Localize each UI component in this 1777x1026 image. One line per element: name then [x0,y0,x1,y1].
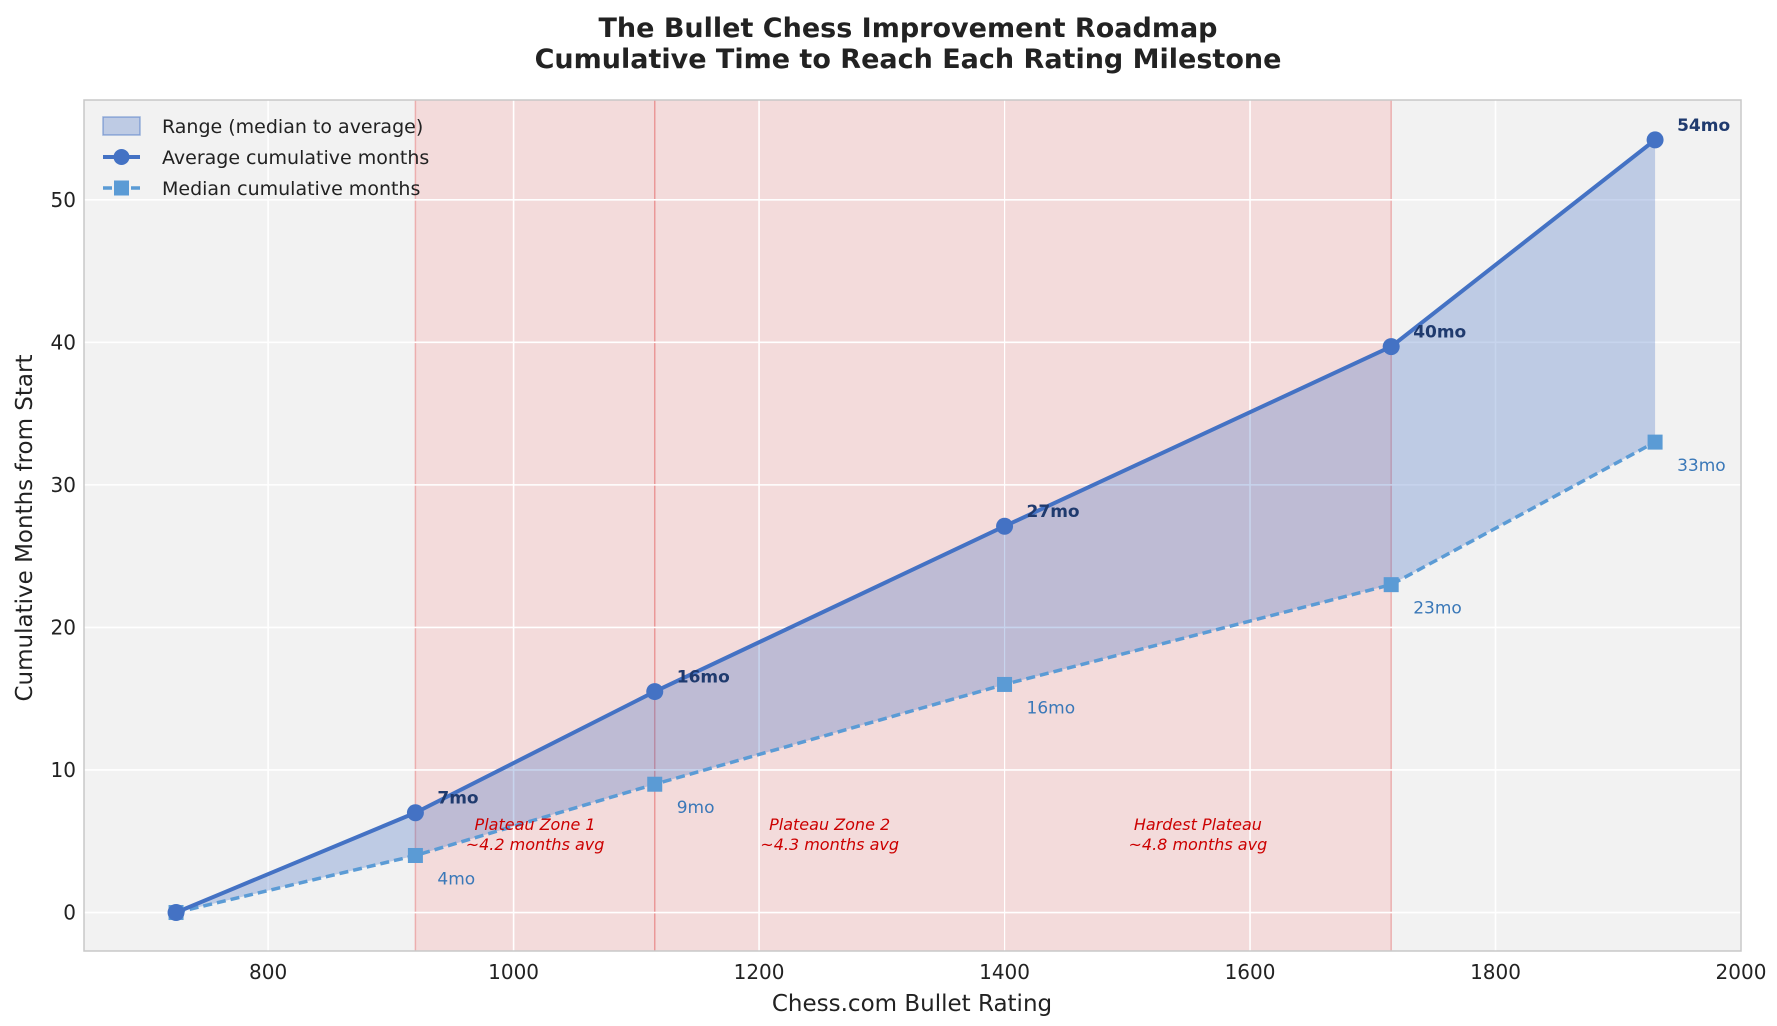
median-point-label-4: 23mo [1413,599,1462,619]
average-point-label-2: 16mo [677,668,730,688]
average-marker-1 [406,804,424,822]
legend-marker-average [113,149,130,165]
average-line [175,138,1657,915]
zone-label-1-line1: Plateau Zone 1 [475,815,596,834]
average-point-label-3: 27mo [1027,502,1080,522]
median-point-label-3: 16mo [1027,698,1076,718]
zone-label-1-line2: ~4.2 months avg [466,835,605,854]
median-marker-5 [1647,434,1663,450]
range-fill-layer [176,139,1656,913]
y-tick-label-50: 50 [51,188,76,212]
average-marker-5 [1646,131,1664,149]
plateau-zone-1 [415,100,655,951]
x-tick-label-1400: 1400 [979,960,1030,984]
x-axis-label: Chess.com Bullet Rating [772,991,1052,1017]
average-marker-4 [1382,338,1400,356]
x-tick-label-800: 800 [249,960,287,984]
tick-labels: 800 1000 1200 1400 1600 1800 2000 0 10 20 30 40 50 [51,188,1767,984]
plot-frame [83,99,1742,952]
y-tick-label-20: 20 [51,615,76,639]
average-marker-2 [646,683,664,701]
legend-label-median: Median cumulative months [162,178,420,200]
y-tick-label-30: 30 [51,473,76,497]
zone-label-2-line1: Plateau Zone 2 [769,815,890,834]
legend-label-range: Range (median to average) [162,116,423,138]
y-tick-label-40: 40 [51,330,76,354]
y-axis-label: Cumulative Months from Start [12,355,38,702]
average-point-label-5: 54mo [1677,116,1730,136]
median-point-label-1: 4mo [437,869,475,889]
y-tick-label-10: 10 [51,758,76,782]
median-line [175,440,1656,915]
zone-label-3-line2: ~4.8 months avg [1129,835,1268,854]
median-marker-1 [407,847,423,863]
y-tick-label-0: 0 [63,901,76,925]
average-point-label-1: 7mo [437,789,478,809]
range-fill [176,139,1656,913]
chart-title-line2: Cumulative Time to Reach Each Rating Mil… [535,44,1282,75]
x-tick-label-1600: 1600 [1225,960,1276,984]
average-marker-3 [996,517,1014,535]
legend-label-average: Average cumulative months [162,147,429,169]
x-tick-label-1200: 1200 [734,960,785,984]
average-point-label-4: 40mo [1413,323,1466,343]
point-labels: 7mo 4mo 16mo 9mo 27mo 16mo 40mo 23mo 54mo 33mo [437,116,1730,890]
legend: Range (median to average) Average cumula… [102,116,429,200]
zone-labels: Plateau Zone 1~4.2 months avg Plateau Zon… [466,815,1268,854]
plot-background [84,100,1741,951]
x-tick-label-2000: 2000 [1716,960,1767,984]
zone-label-3-line1: Hardest Plateau [1134,815,1262,834]
legend-marker-median [114,180,129,196]
median-marker-2 [647,776,663,792]
average-marker-0 [167,904,185,922]
x-tick-label-1000: 1000 [488,960,539,984]
median-point-label-2: 9mo [677,798,715,818]
median-point-label-5: 33mo [1677,456,1726,476]
legend-swatch-range [102,116,141,136]
chart-title-line1: The Bullet Chess Improvement Roadmap [599,13,1218,44]
plateau-zones [414,100,1392,951]
median-marker-3 [997,676,1013,692]
series-lines [175,138,1657,915]
median-marker-4 [1383,577,1399,593]
plateau-zone-2 [654,100,1005,951]
series-markers [167,131,1664,922]
x-tick-label-1800: 1800 [1470,960,1521,984]
zone-label-2-line2: ~4.3 months avg [760,835,899,854]
plateau-zone-3 [1004,100,1392,951]
